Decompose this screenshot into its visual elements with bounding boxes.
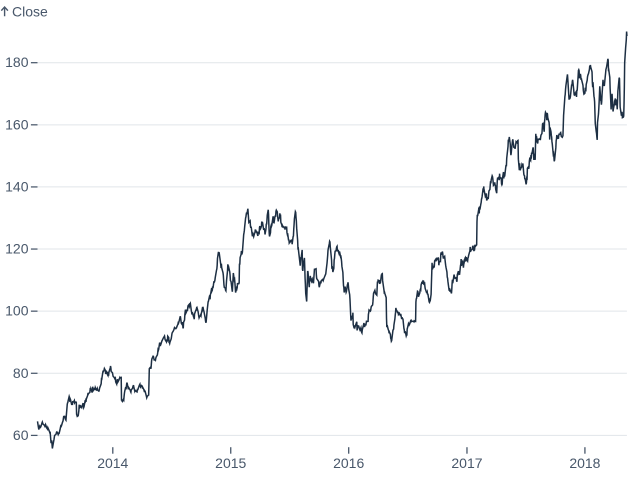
- svg-text:140: 140: [5, 178, 29, 194]
- svg-text:2016: 2016: [333, 455, 364, 471]
- svg-text:100: 100: [5, 303, 29, 319]
- svg-text:180: 180: [5, 54, 29, 70]
- svg-text:2017: 2017: [451, 455, 482, 471]
- svg-text:2014: 2014: [97, 455, 128, 471]
- svg-text:160: 160: [5, 116, 29, 132]
- svg-text:60: 60: [13, 427, 29, 443]
- svg-text:2018: 2018: [569, 455, 600, 471]
- svg-text:Close: Close: [12, 4, 48, 20]
- svg-text:120: 120: [5, 241, 29, 257]
- svg-text:80: 80: [13, 365, 29, 381]
- svg-text:2015: 2015: [215, 455, 246, 471]
